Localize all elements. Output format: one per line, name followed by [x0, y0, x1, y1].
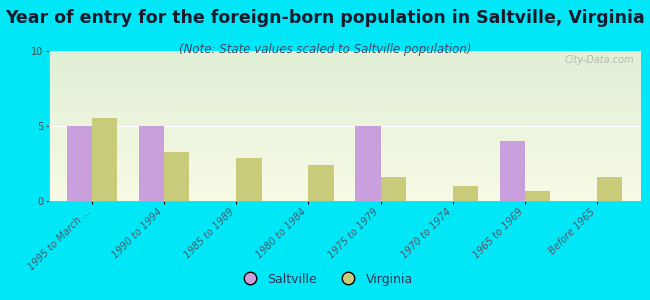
Bar — [597, 177, 622, 201]
Bar — [92, 118, 117, 201]
Bar — [500, 141, 525, 201]
Bar — [237, 158, 261, 201]
Bar — [67, 126, 92, 201]
Bar — [139, 126, 164, 201]
Bar — [356, 126, 380, 201]
Text: Year of entry for the foreign-born population in Saltville, Virginia: Year of entry for the foreign-born popul… — [5, 9, 645, 27]
Bar — [525, 190, 550, 201]
Bar — [309, 165, 333, 201]
Legend: Saltville, Virginia: Saltville, Virginia — [232, 268, 418, 291]
Text: City-Data.com: City-Data.com — [565, 56, 634, 65]
Bar — [380, 177, 406, 201]
Bar — [452, 186, 478, 201]
Bar — [164, 152, 189, 201]
Text: (Note: State values scaled to Saltville population): (Note: State values scaled to Saltville … — [179, 44, 471, 56]
